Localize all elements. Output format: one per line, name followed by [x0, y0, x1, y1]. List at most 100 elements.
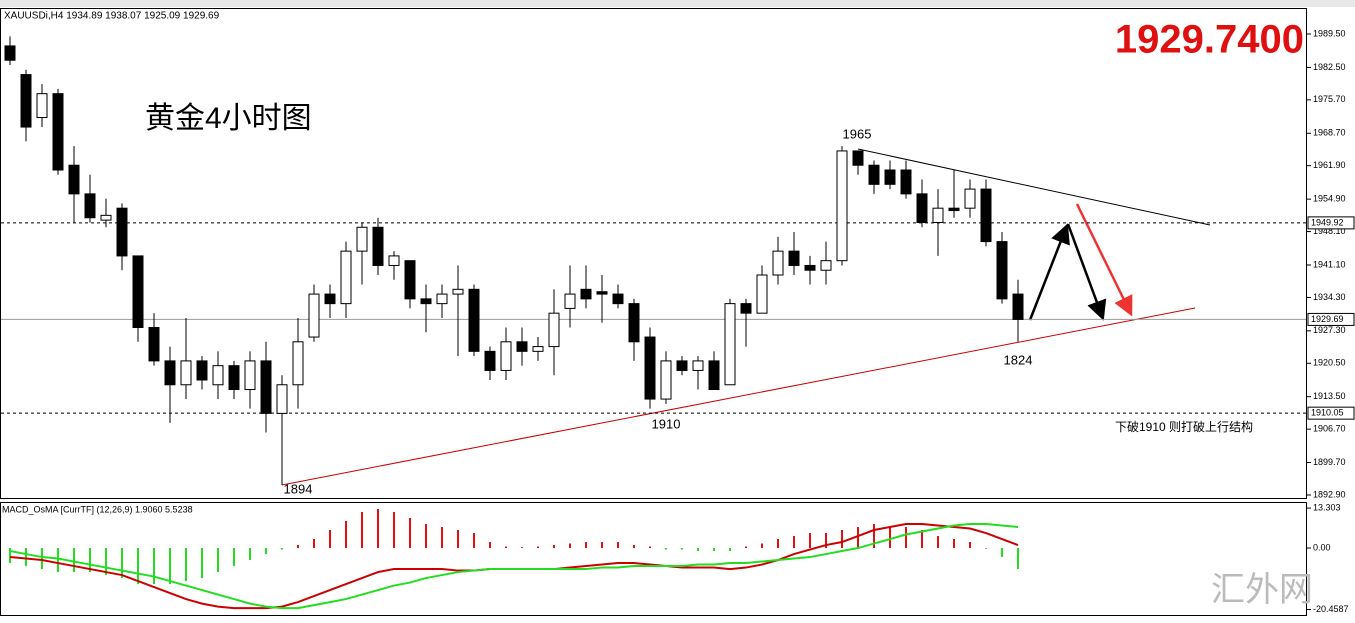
- y-tick-label: 1975.70: [1313, 94, 1346, 104]
- candle-body: [20, 74, 32, 128]
- level-label: 1910.05: [1311, 408, 1344, 418]
- price-panel: [0, 8, 1307, 499]
- histogram-bar: [41, 548, 43, 570]
- y-tick-label: 0.00: [1313, 542, 1331, 552]
- support-line: [281, 307, 1196, 486]
- candle-body: [676, 360, 688, 371]
- histogram-bar: [633, 545, 635, 549]
- histogram-bar: [57, 548, 59, 573]
- histogram-bar: [377, 509, 379, 549]
- candle-body: [452, 288, 464, 295]
- histogram-bar: [137, 548, 139, 585]
- arrow: [1066, 223, 1107, 321]
- candle-body: [100, 214, 112, 221]
- y-tick-label: 1941.10: [1313, 259, 1346, 269]
- candle-body: [964, 188, 976, 209]
- level-box: [1307, 216, 1355, 230]
- candle-body: [772, 250, 784, 276]
- histogram-bar: [601, 542, 603, 549]
- candle-body: [788, 250, 800, 266]
- candle-body: [468, 288, 480, 352]
- histogram-bar: [521, 547, 523, 549]
- toolbar: [0, 0, 1355, 7]
- y-tick-label: 1961.90: [1313, 160, 1346, 170]
- candle-body: [996, 241, 1008, 300]
- watermark: 汇外网: [1211, 570, 1313, 610]
- level-label: 1929.69: [1311, 314, 1344, 324]
- y-tick-label: 1968.70: [1313, 128, 1346, 138]
- histogram-bar: [761, 543, 763, 549]
- candle-body: [548, 312, 560, 348]
- y-tick-label: 1920.50: [1313, 358, 1346, 368]
- candle-body: [804, 264, 816, 271]
- candle-body: [852, 150, 864, 166]
- histogram-bar: [361, 512, 363, 549]
- candle-body: [900, 169, 912, 195]
- candle-body: [356, 226, 368, 252]
- histogram-bar: [425, 524, 427, 549]
- candle-body: [36, 93, 48, 119]
- histogram-bar: [553, 545, 555, 549]
- y-tick-label: 1899.70: [1313, 457, 1346, 467]
- y-tick-label: 1913.50: [1313, 391, 1346, 401]
- macd-line: [9, 523, 1019, 610]
- histogram-bar: [921, 530, 923, 549]
- candle-body: [308, 293, 320, 338]
- candle-body: [116, 207, 128, 257]
- histogram-bar: [969, 542, 971, 549]
- candle-body: [836, 150, 848, 262]
- histogram-bar: [729, 548, 731, 552]
- candle-body: [868, 164, 880, 185]
- histogram-bar: [265, 548, 267, 555]
- y-tick-label: 1982.50: [1313, 62, 1346, 72]
- histogram-bar: [505, 546, 507, 549]
- histogram-bar: [681, 548, 683, 550]
- candle-body: [132, 255, 144, 328]
- candle-body: [180, 360, 192, 386]
- candle-body: [916, 193, 928, 224]
- histogram-bar: [569, 543, 571, 549]
- candle-body: [932, 207, 944, 224]
- candle-body: [884, 169, 896, 185]
- candle-body: [516, 341, 528, 352]
- candle-body: [372, 226, 384, 266]
- candle-body: [52, 93, 64, 171]
- histogram-bar: [985, 548, 987, 549]
- y-tick-label: 1954.90: [1313, 193, 1346, 203]
- candle-body: [948, 207, 960, 212]
- candle-body: [228, 365, 240, 391]
- histogram-bar: [585, 542, 587, 549]
- histogram-bar: [185, 548, 187, 582]
- y-tick-label: 1906.70: [1313, 424, 1346, 434]
- histogram-bar: [281, 548, 283, 550]
- macd-panel: [0, 502, 1307, 616]
- histogram-bar: [697, 548, 699, 552]
- histogram-bar: [473, 533, 475, 549]
- y-tick-label: 1927.30: [1313, 325, 1346, 335]
- candle-body: [532, 346, 544, 352]
- arrow: [1028, 223, 1070, 321]
- heading: 黄金4小时图: [145, 102, 312, 135]
- candle-body: [500, 341, 512, 371]
- histogram-bar: [409, 518, 411, 549]
- candle-body: [644, 336, 656, 400]
- candle-body: [196, 360, 208, 381]
- histogram-bar: [393, 512, 395, 549]
- candle-body: [244, 360, 256, 391]
- y-tick-label: -20.4587: [1313, 604, 1349, 614]
- histogram-bar: [889, 527, 891, 549]
- candle-body: [292, 341, 304, 386]
- candle-body: [724, 303, 736, 386]
- candle-body: [164, 360, 176, 386]
- histogram-bar: [809, 533, 811, 549]
- histogram-bar: [169, 548, 171, 585]
- candle-body: [68, 164, 80, 195]
- y-tick-label: 1892.90: [1313, 489, 1346, 499]
- candle-body: [564, 293, 576, 309]
- histogram-bar: [297, 545, 299, 549]
- point-label: 1965: [843, 126, 872, 141]
- symbol-info: XAUUSDi,H4 1934.89 1938.07 1925.09 1929.…: [4, 11, 220, 22]
- histogram-bar: [905, 527, 907, 549]
- histogram-bar: [713, 548, 715, 552]
- candle-body: [212, 365, 224, 386]
